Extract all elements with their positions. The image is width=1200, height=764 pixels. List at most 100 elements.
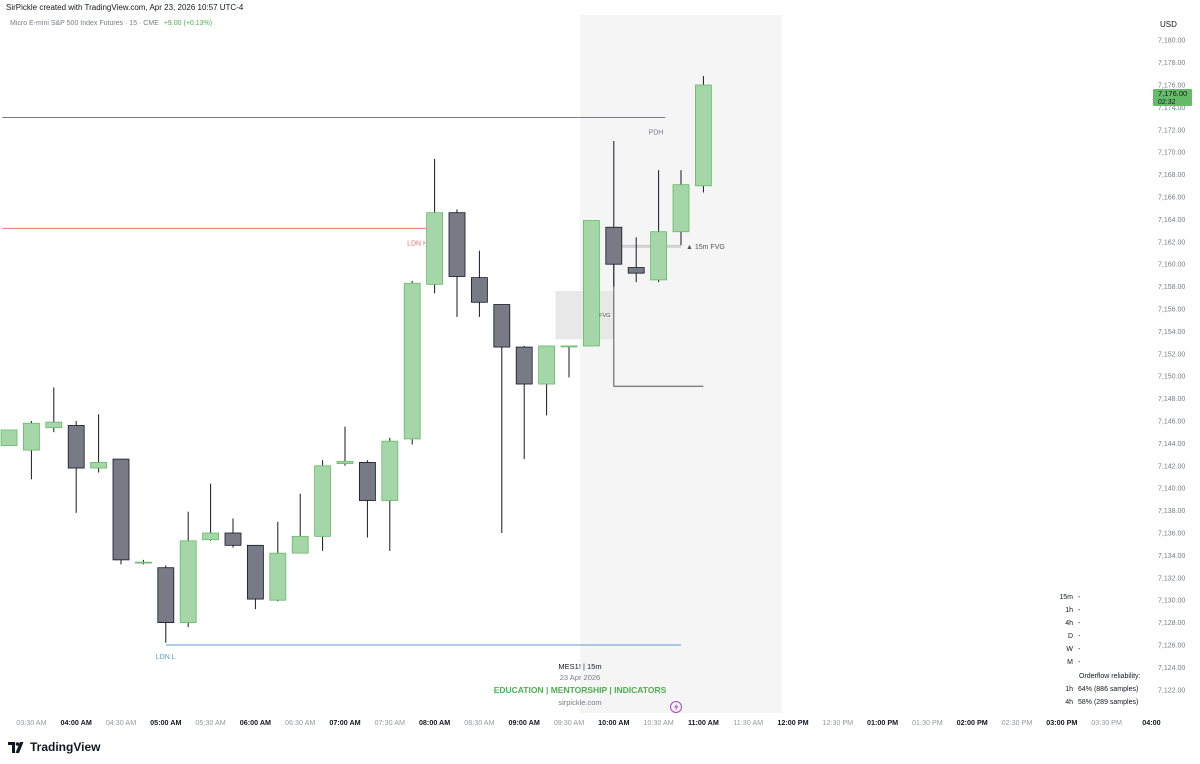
x-tick-label-20: 01:30 PM: [912, 718, 943, 727]
last-price-value: 7,176.00: [1158, 89, 1187, 98]
y-tick-label-4: 7,172.00: [1158, 127, 1185, 134]
candle-body-5: [112, 458, 130, 561]
candle-4[interactable]: [90, 414, 107, 473]
y-tick-label-23: 7,134.00: [1158, 553, 1185, 560]
bolt-icon[interactable]: [670, 701, 682, 713]
candle-body-8: [179, 540, 197, 624]
y-tick-label-2: 7,176.00: [1158, 83, 1185, 90]
candle-body-26: [583, 220, 600, 347]
x-tick-label-12: 09:30 AM: [554, 718, 584, 727]
bar-countdown: 02:32: [1158, 99, 1176, 106]
candle-9[interactable]: [202, 483, 220, 541]
candle-body-9: [202, 532, 220, 541]
candle-24[interactable]: [538, 345, 555, 416]
rel-tf-value-0: -: [1078, 594, 1081, 601]
x-tick-label-23: 03:00 PM: [1046, 718, 1077, 727]
y-tick-label-25: 7,130.00: [1158, 598, 1185, 605]
candle-11[interactable]: [246, 544, 264, 610]
y-tick-label-28: 7,124.00: [1158, 665, 1185, 672]
candle-12[interactable]: [269, 521, 287, 602]
x-tick-label-0: 03:30 AM: [16, 718, 46, 727]
candle-25[interactable]: [560, 345, 578, 378]
x-tick-label-8: 07:30 AM: [375, 718, 405, 727]
candle-15[interactable]: [336, 426, 354, 466]
x-tick-label-17: 12:00 PM: [777, 718, 808, 727]
candle-body-10: [224, 532, 242, 546]
candle-30[interactable]: [672, 170, 690, 246]
candle-29[interactable]: [650, 170, 667, 283]
candle-2[interactable]: [45, 387, 63, 433]
x-tick-label-9: 08:00 AM: [419, 718, 450, 727]
candle-body-31: [695, 84, 712, 187]
candle-17[interactable]: [381, 437, 399, 551]
candle-8[interactable]: [179, 511, 197, 628]
rel-tf-label-5: M: [1067, 659, 1073, 666]
y-tick-label-14: 7,152.00: [1158, 351, 1185, 358]
y-tick-label-24: 7,132.00: [1158, 575, 1185, 582]
tradingview-logo[interactable]: TradingView: [8, 740, 100, 754]
candle-18[interactable]: [403, 281, 421, 445]
candle-14[interactable]: [314, 460, 332, 551]
candle-body-4: [90, 462, 107, 469]
symbol-legend[interactable]: Micro E-mini S&P 500 Index Futures · 15 …: [10, 20, 212, 27]
x-tick-label-19: 01:00 PM: [867, 718, 898, 727]
x-tick-label-5: 06:00 AM: [240, 718, 271, 727]
candle-10[interactable]: [224, 518, 242, 548]
candle-5[interactable]: [112, 458, 130, 565]
candle-body-3: [67, 425, 85, 469]
rel-tf-label-1: 1h: [1065, 607, 1073, 614]
x-tick-label-22: 02:30 PM: [1002, 718, 1033, 727]
watermark-symbol: MES1! | 15m: [558, 662, 601, 671]
y-tick-label-12: 7,156.00: [1158, 307, 1185, 314]
y-tick-label-0: 7,180.00: [1158, 38, 1185, 45]
price-axis[interactable]: 7,180.00 7,178.00 7,176.00 7,174.00 7,172.00…: [1158, 38, 1185, 695]
candle-body-19: [426, 212, 444, 285]
currency-label[interactable]: USD: [1160, 20, 1177, 29]
time-axis[interactable]: 03:30 AM 04:00 AM 04:30 AM 05:00 AM 05:30 AM…: [16, 718, 1160, 727]
candle-7[interactable]: [157, 565, 175, 643]
candle-26[interactable]: [583, 220, 600, 347]
candle-22[interactable]: [493, 304, 511, 533]
x-tick-label-24: 03:30 PM: [1091, 718, 1122, 727]
candle-28[interactable]: [627, 237, 645, 283]
y-tick-label-27: 7,126.00: [1158, 643, 1185, 650]
candle-body-22: [493, 304, 511, 348]
x-tick-label-25: 04:00: [1142, 718, 1160, 727]
last-price-badge: 7,176.00 02:32: [1153, 89, 1192, 106]
candle-body-28: [627, 267, 645, 274]
x-tick-label-3: 05:00 AM: [150, 718, 181, 727]
y-tick-label-16: 7,148.00: [1158, 396, 1185, 403]
level-label-0: PDH: [649, 129, 664, 136]
candle-body-11: [246, 544, 264, 600]
candle-13[interactable]: [291, 493, 309, 554]
candle-23[interactable]: [515, 345, 533, 460]
candle-31[interactable]: [695, 76, 712, 193]
candle-16[interactable]: [358, 460, 376, 538]
candle-20[interactable]: [448, 209, 466, 317]
candle-body-2: [45, 421, 63, 429]
candle-19[interactable]: [426, 158, 444, 294]
y-tick-label-9: 7,162.00: [1158, 239, 1185, 246]
y-tick-label-8: 7,164.00: [1158, 217, 1185, 224]
x-tick-label-6: 06:30 AM: [285, 718, 315, 727]
watermark-site: sirpickle.com: [558, 698, 601, 707]
candles[interactable]: [0, 76, 712, 643]
candle-27[interactable]: [605, 141, 623, 287]
rel-stat-tf-1: 4h: [1065, 699, 1073, 706]
candle-21[interactable]: [470, 250, 488, 317]
rel-tf-value-5: -: [1078, 659, 1081, 666]
rel-tf-value-1: -: [1078, 607, 1081, 614]
candle-body-15: [336, 460, 354, 464]
candle-3[interactable]: [67, 421, 85, 513]
candle-body-6: [134, 561, 152, 564]
price-change: +9.00 (+0.13%): [163, 20, 213, 27]
y-tick-label-17: 7,146.00: [1158, 419, 1185, 426]
x-tick-label-13: 10:00 AM: [598, 718, 629, 727]
y-tick-label-1: 7,178.00: [1158, 60, 1185, 67]
candle-6[interactable]: [134, 559, 152, 565]
y-tick-label-18: 7,144.00: [1158, 441, 1185, 448]
candle-1[interactable]: [22, 421, 40, 480]
candle-0[interactable]: [0, 429, 18, 447]
session-shade: [580, 15, 782, 713]
